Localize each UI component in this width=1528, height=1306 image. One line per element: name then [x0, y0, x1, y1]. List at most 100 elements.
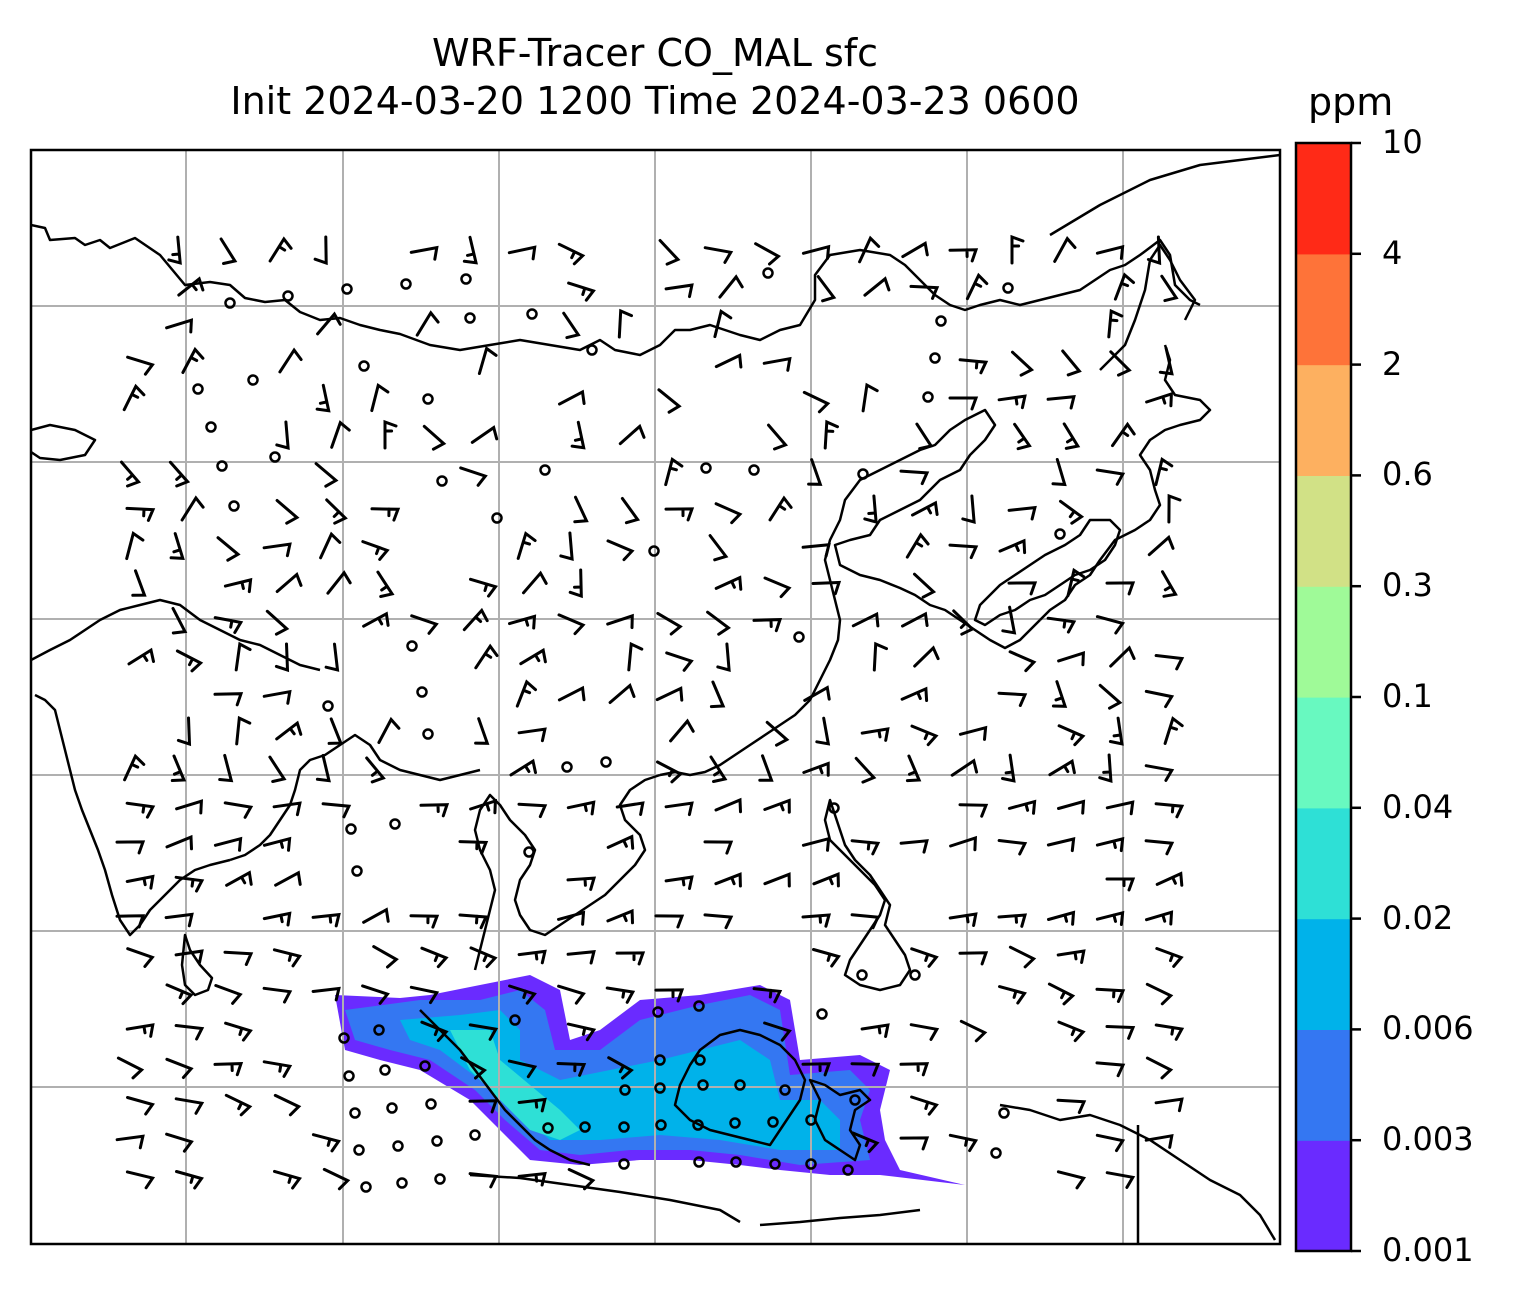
- wind-barb: [1056, 1098, 1087, 1114]
- colorbar-tick-label: 0.001: [1382, 1231, 1474, 1269]
- calm-wind-circle: [697, 1079, 709, 1091]
- wind-barb: [763, 872, 791, 888]
- calm-wind-circle: [542, 1122, 554, 1134]
- wind-barb: [713, 308, 733, 339]
- wind-barb: [801, 913, 832, 928]
- wind-barb: [948, 543, 979, 560]
- wind-barb: [517, 1097, 547, 1113]
- wind-barb: [127, 647, 155, 666]
- wind-barb: [218, 753, 234, 783]
- calm-wind-circle: [734, 1079, 746, 1091]
- wind-barb: [1167, 493, 1182, 524]
- colorbar-tick-label: 0.1: [1382, 677, 1433, 715]
- calm-wind-circle: [579, 1121, 591, 1133]
- wind-barb: [618, 423, 646, 446]
- calm-wind-circle: [729, 1117, 741, 1129]
- wind-barb: [1053, 235, 1077, 263]
- calm-wind-circle: [282, 290, 294, 302]
- wind-barb: [703, 840, 734, 855]
- wind-barb: [807, 458, 823, 486]
- wind-barb: [470, 425, 499, 444]
- colorbar-tick-label: 0.04: [1382, 787, 1454, 826]
- wind-barb: [664, 507, 695, 522]
- wind-barb: [1144, 689, 1175, 709]
- wind-barb: [459, 466, 488, 487]
- wind-barb: [863, 494, 878, 525]
- wind-barb: [167, 235, 182, 265]
- island-sri-lanka: [180, 933, 214, 997]
- colorbar: [1294, 141, 1361, 1253]
- coastline-sulawesi: [808, 1078, 872, 1162]
- wind-barb: [948, 912, 978, 927]
- calm-wind-circle: [205, 421, 217, 433]
- wind-barb: [664, 283, 694, 299]
- wind-barb: [1154, 1097, 1184, 1113]
- wind-barb: [508, 614, 537, 630]
- wind-barb: [275, 420, 290, 451]
- wind-barb: [265, 609, 290, 636]
- wind-barb: [275, 720, 303, 741]
- wind-barb: [176, 716, 192, 747]
- wind-barb: [273, 1093, 302, 1117]
- wind-barb: [997, 839, 1028, 856]
- wind-barb: [627, 641, 644, 672]
- wind-barb: [1051, 680, 1068, 708]
- wind-barb: [961, 494, 976, 525]
- wind-barb: [567, 1168, 596, 1191]
- calm-wind-circle: [400, 278, 412, 290]
- colorbar-swatch: [1296, 918, 1351, 1030]
- wind-barb: [1154, 654, 1185, 671]
- wind-barb: [901, 241, 929, 259]
- wind-barb: [509, 758, 537, 777]
- calm-wind-circle: [343, 1070, 355, 1082]
- wind-barb: [1105, 800, 1135, 816]
- wind-barb: [1161, 570, 1178, 598]
- coastline-india: [34, 693, 231, 937]
- wind-barb: [469, 577, 498, 598]
- wind-barb: [262, 911, 292, 927]
- wind-barb: [1001, 605, 1017, 635]
- wind-barb: [949, 835, 977, 852]
- calm-wind-circle: [523, 846, 535, 858]
- wind-barb: [165, 1132, 194, 1153]
- calm-wind-circle: [693, 1000, 705, 1012]
- wind-barb: [851, 611, 880, 628]
- wind-barb: [669, 718, 695, 743]
- wind-barb: [1105, 1171, 1136, 1189]
- wind-barb: [1095, 468, 1126, 486]
- wind-barb: [566, 876, 597, 891]
- calm-wind-circle: [464, 312, 476, 324]
- wind-barb: [370, 382, 390, 413]
- wind-barb: [714, 575, 743, 591]
- wind-barb: [376, 570, 395, 598]
- wind-barb: [801, 542, 831, 558]
- wind-barb: [909, 1023, 940, 1041]
- wind-barb: [1098, 683, 1123, 710]
- wind-barb: [370, 507, 401, 522]
- wind-barb: [959, 1019, 988, 1043]
- calm-wind-circle: [849, 1094, 861, 1106]
- wind-barb: [850, 839, 881, 856]
- wind-barb: [1095, 836, 1125, 853]
- wind-barb: [1051, 458, 1067, 487]
- colorbar-swatch: [1296, 586, 1351, 698]
- calm-wind-circle: [373, 1024, 385, 1036]
- wind-barb: [175, 1170, 204, 1190]
- wind-barb: [664, 801, 694, 817]
- wind-barb: [765, 720, 790, 747]
- wind-barb: [566, 949, 596, 965]
- wind-barb: [763, 576, 792, 599]
- wind-barb: [213, 616, 244, 634]
- wind-barb: [900, 686, 929, 702]
- calm-wind-circle: [586, 344, 598, 356]
- wind-barb: [325, 498, 348, 525]
- wind-barb: [1155, 871, 1184, 887]
- calm-wind-circle: [793, 631, 805, 643]
- tracer-shade-0.006: [400, 1010, 840, 1150]
- calm-wind-circle: [526, 308, 538, 320]
- coastline-sumatra: [419, 1009, 591, 1167]
- calm-wind-circle: [386, 1102, 398, 1114]
- colorbar-swatch: [1296, 807, 1351, 920]
- wind-barb: [714, 872, 742, 888]
- wind-barb: [1095, 910, 1125, 926]
